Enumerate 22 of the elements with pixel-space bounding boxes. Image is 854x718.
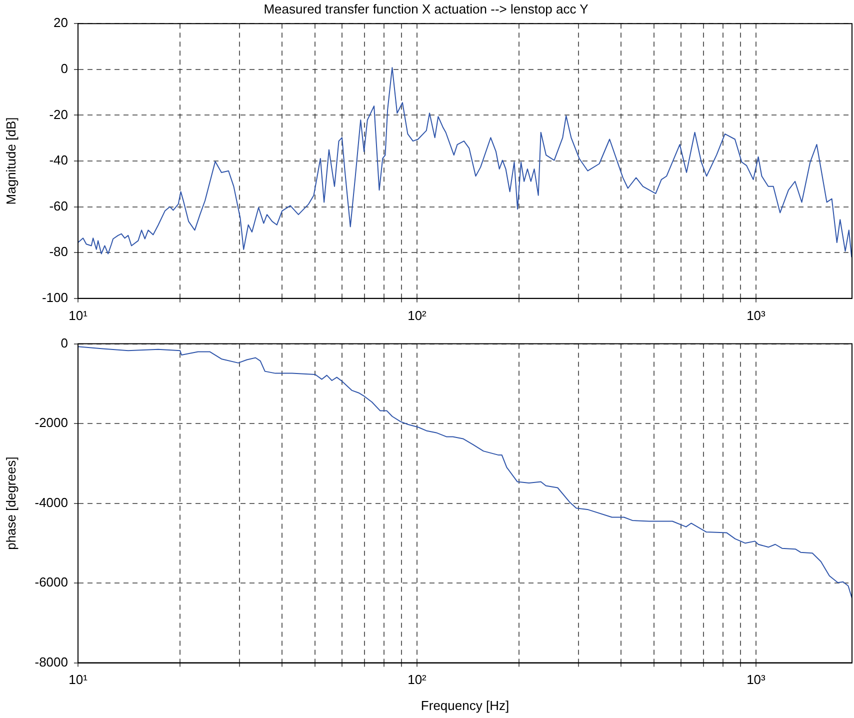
x-axis-title: Frequency [Hz] bbox=[420, 698, 510, 713]
y-axis-title: phase [degrees] bbox=[3, 456, 18, 550]
x-tick-label: 10¹ bbox=[68, 672, 88, 688]
y-tick-label: 20 bbox=[54, 15, 68, 30]
y-tick-label: -40 bbox=[49, 152, 68, 168]
y-tick-label: -4000 bbox=[34, 494, 68, 510]
x-tick-label: 10³ bbox=[746, 308, 766, 323]
x-tick-label: 10² bbox=[408, 672, 428, 688]
y-tick-label: -100 bbox=[42, 290, 68, 305]
y-tick-label: -2000 bbox=[34, 415, 68, 430]
y-tick-label: 0 bbox=[60, 60, 68, 76]
y-tick-label: -20 bbox=[49, 106, 68, 122]
y-tick-label: 0 bbox=[60, 335, 68, 350]
y-tick-label: -80 bbox=[49, 244, 68, 260]
y-tick-label: -60 bbox=[49, 198, 68, 214]
x-tick-label: 10¹ bbox=[68, 308, 88, 323]
y-tick-label: -8000 bbox=[34, 654, 68, 670]
x-tick-label: 10² bbox=[408, 308, 428, 323]
y-tick-label: -6000 bbox=[34, 574, 68, 590]
chart-title: Measured transfer function X actuation --> lenstop acc Y bbox=[264, 1, 589, 16]
y-axis-title: Magnitude [dB] bbox=[3, 117, 18, 205]
x-tick-label: 10³ bbox=[746, 672, 766, 688]
